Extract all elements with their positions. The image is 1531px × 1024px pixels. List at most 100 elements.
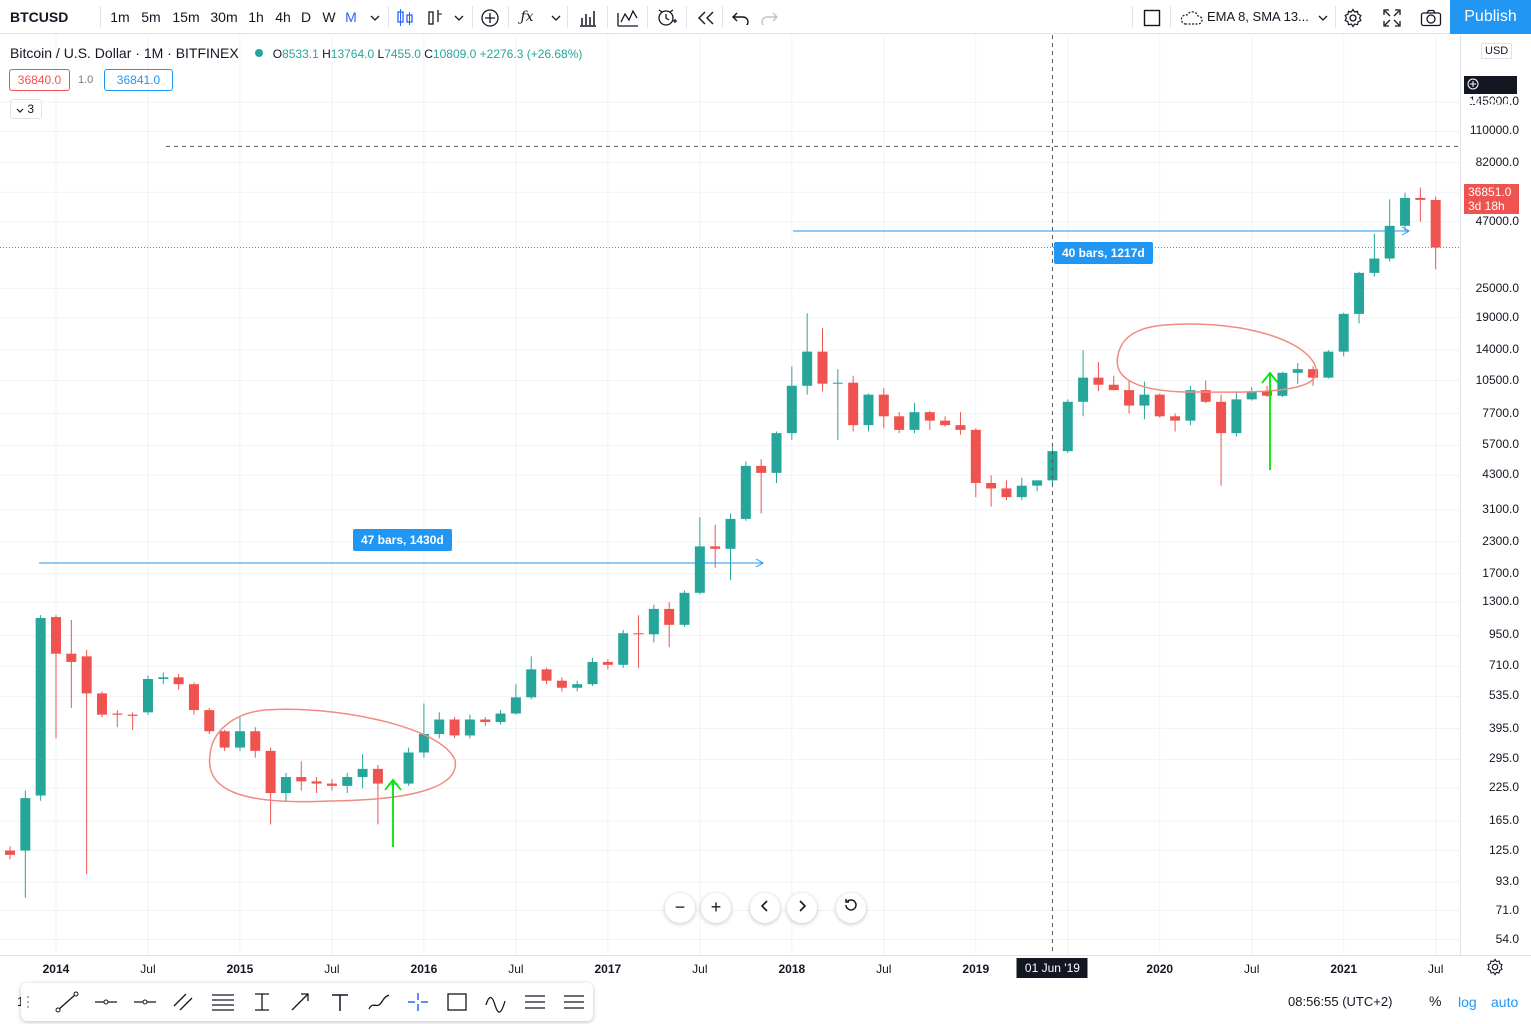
candle[interactable] [618,630,629,668]
candle[interactable] [556,677,567,692]
candle[interactable] [357,754,368,789]
zoom-in-button[interactable]: + [701,893,731,923]
candle[interactable] [1400,192,1411,232]
candle[interactable] [970,428,981,498]
candle[interactable] [495,710,506,725]
candle[interactable] [142,675,153,715]
candle[interactable] [602,659,613,670]
candle[interactable] [158,672,169,685]
ellipse-drawing[interactable] [208,708,457,803]
candle[interactable] [449,717,460,739]
candle[interactable] [786,366,797,440]
candle[interactable] [587,657,598,686]
interval-1m-button[interactable]: 1m [110,9,130,25]
bar-chart-icon[interactable] [575,0,601,34]
interval-15m-button[interactable]: 15m [172,9,200,25]
time-scale[interactable]: 2014 Jul 2015 Jul 2016 Jul 2017 Jul 2018 Jul 2019 J… [0,955,1531,982]
candle[interactable] [526,656,537,700]
symbol-search[interactable]: BTCUSD [10,9,69,25]
candle[interactable] [1016,477,1027,501]
chevron-down-icon[interactable] [452,0,466,34]
candle[interactable] [1078,350,1089,417]
candle[interactable] [802,313,813,395]
candle[interactable] [940,416,951,427]
plus-circle-icon[interactable] [1467,78,1479,90]
candle[interactable] [664,602,675,648]
candle[interactable] [173,674,184,690]
candle[interactable] [1154,393,1165,418]
candle[interactable] [403,747,414,786]
candle[interactable] [541,667,552,685]
candle[interactable] [5,846,15,860]
candle[interactable] [1124,380,1135,414]
interval-w-button[interactable]: W [322,9,336,25]
fx-indicators-icon[interactable]: ƒx [520,9,534,25]
candle[interactable] [1338,312,1349,357]
rectangle-icon[interactable] [445,991,469,1013]
trend-line-icon[interactable] [55,991,79,1013]
candle[interactable] [648,604,659,643]
candle[interactable] [817,328,828,392]
candle[interactable] [710,524,721,568]
chevron-down-icon[interactable] [549,0,563,34]
interval-d-button[interactable]: D [301,9,312,25]
candle[interactable] [81,649,92,875]
candle[interactable] [188,682,199,715]
candle[interactable] [234,717,245,751]
scroll-left-button[interactable] [750,893,780,923]
drag-handle-icon[interactable] [25,991,35,1013]
price-chart[interactable] [0,35,1460,955]
interval-5m-button[interactable]: 5m [141,9,161,25]
interval-m-button[interactable]: M [345,9,357,25]
arrow-up-icon[interactable] [1261,371,1279,470]
publish-button[interactable]: Publish [1450,0,1531,34]
candle[interactable] [66,619,77,708]
measure-label[interactable]: 40 bars, 1217d [1054,242,1153,264]
date-range-measure-1[interactable] [39,558,765,568]
candle[interactable] [771,431,782,483]
candle[interactable] [1062,399,1073,454]
candle[interactable] [955,412,966,435]
alert-icon[interactable] [654,0,680,34]
candle[interactable] [1032,480,1043,492]
undo-icon[interactable] [730,0,752,34]
candle[interactable] [20,790,31,898]
interval-4h-button[interactable]: 4h [275,9,291,25]
price-scale[interactable]: 145000.0110000.082000.062000.047000.0250… [1460,35,1531,955]
candle[interactable] [265,747,276,825]
scroll-right-button[interactable] [787,893,817,923]
candle[interactable] [510,684,521,715]
price-range-icon[interactable] [250,991,274,1013]
candle[interactable] [204,707,215,735]
path-icon[interactable] [484,991,508,1013]
candle[interactable] [863,393,874,432]
horizontal-line-icon[interactable] [94,991,118,1013]
log-scale-toggle[interactable]: log [1458,994,1477,1010]
candle[interactable] [296,761,307,791]
redo-icon[interactable] [758,0,780,34]
symbol-title[interactable]: Bitcoin / U.S. Dollar · 1M · BITFINEX [10,45,239,61]
interval-1h-button[interactable]: 1h [248,9,264,25]
bars-icon[interactable] [422,0,448,34]
fib-retracement-icon[interactable] [211,991,235,1013]
indicators-collapse-button[interactable]: 3 [10,99,42,119]
candle[interactable] [878,387,889,429]
candle[interactable] [1430,196,1441,270]
candle[interactable] [326,779,337,791]
candle[interactable] [1231,391,1242,437]
zoom-out-button[interactable]: − [665,893,695,923]
indicator-templates[interactable]: EMA 8, SMA 13... [1207,9,1309,24]
candle[interactable] [342,772,353,794]
date-range-icon[interactable] [523,991,547,1013]
arrow-up-icon[interactable] [384,778,402,847]
date-range-measure-2[interactable] [793,226,1411,236]
arrow-tool-icon[interactable] [289,991,313,1013]
currency-label[interactable]: USD [1481,43,1513,59]
candle[interactable] [1292,362,1303,384]
add-compare-icon[interactable] [478,0,502,34]
candle[interactable] [1369,233,1380,277]
candle[interactable] [1354,271,1365,324]
financials-icon[interactable] [615,0,641,34]
candle[interactable] [1216,394,1227,486]
candles-icon[interactable] [392,0,418,34]
